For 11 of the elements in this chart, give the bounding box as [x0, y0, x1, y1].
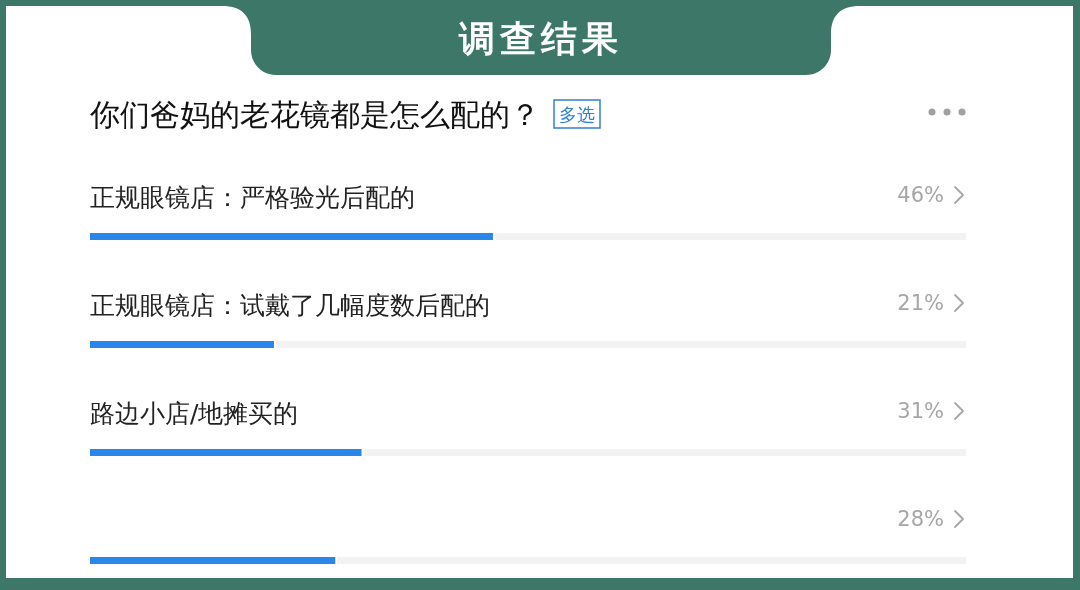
bar: [90, 341, 274, 348]
data-label: 28%: [897, 507, 944, 531]
chart-subtitle: 你们爸妈的老花镜都是怎么配的？: [89, 96, 540, 132]
y-tick-label: 正规眼镜店：试戴了几幅度数后配的: [90, 290, 490, 320]
text: 多选: [559, 103, 595, 125]
data-label: 46%: [897, 183, 944, 207]
chart-title: 调查结果: [458, 17, 623, 59]
data-label: 21%: [897, 291, 944, 315]
data-label: 31%: [897, 399, 944, 423]
y-tick-label: 正规眼镜店：严格验光后配的: [90, 182, 415, 212]
y-tick-label: 路边小店/地摊买的: [90, 398, 299, 428]
